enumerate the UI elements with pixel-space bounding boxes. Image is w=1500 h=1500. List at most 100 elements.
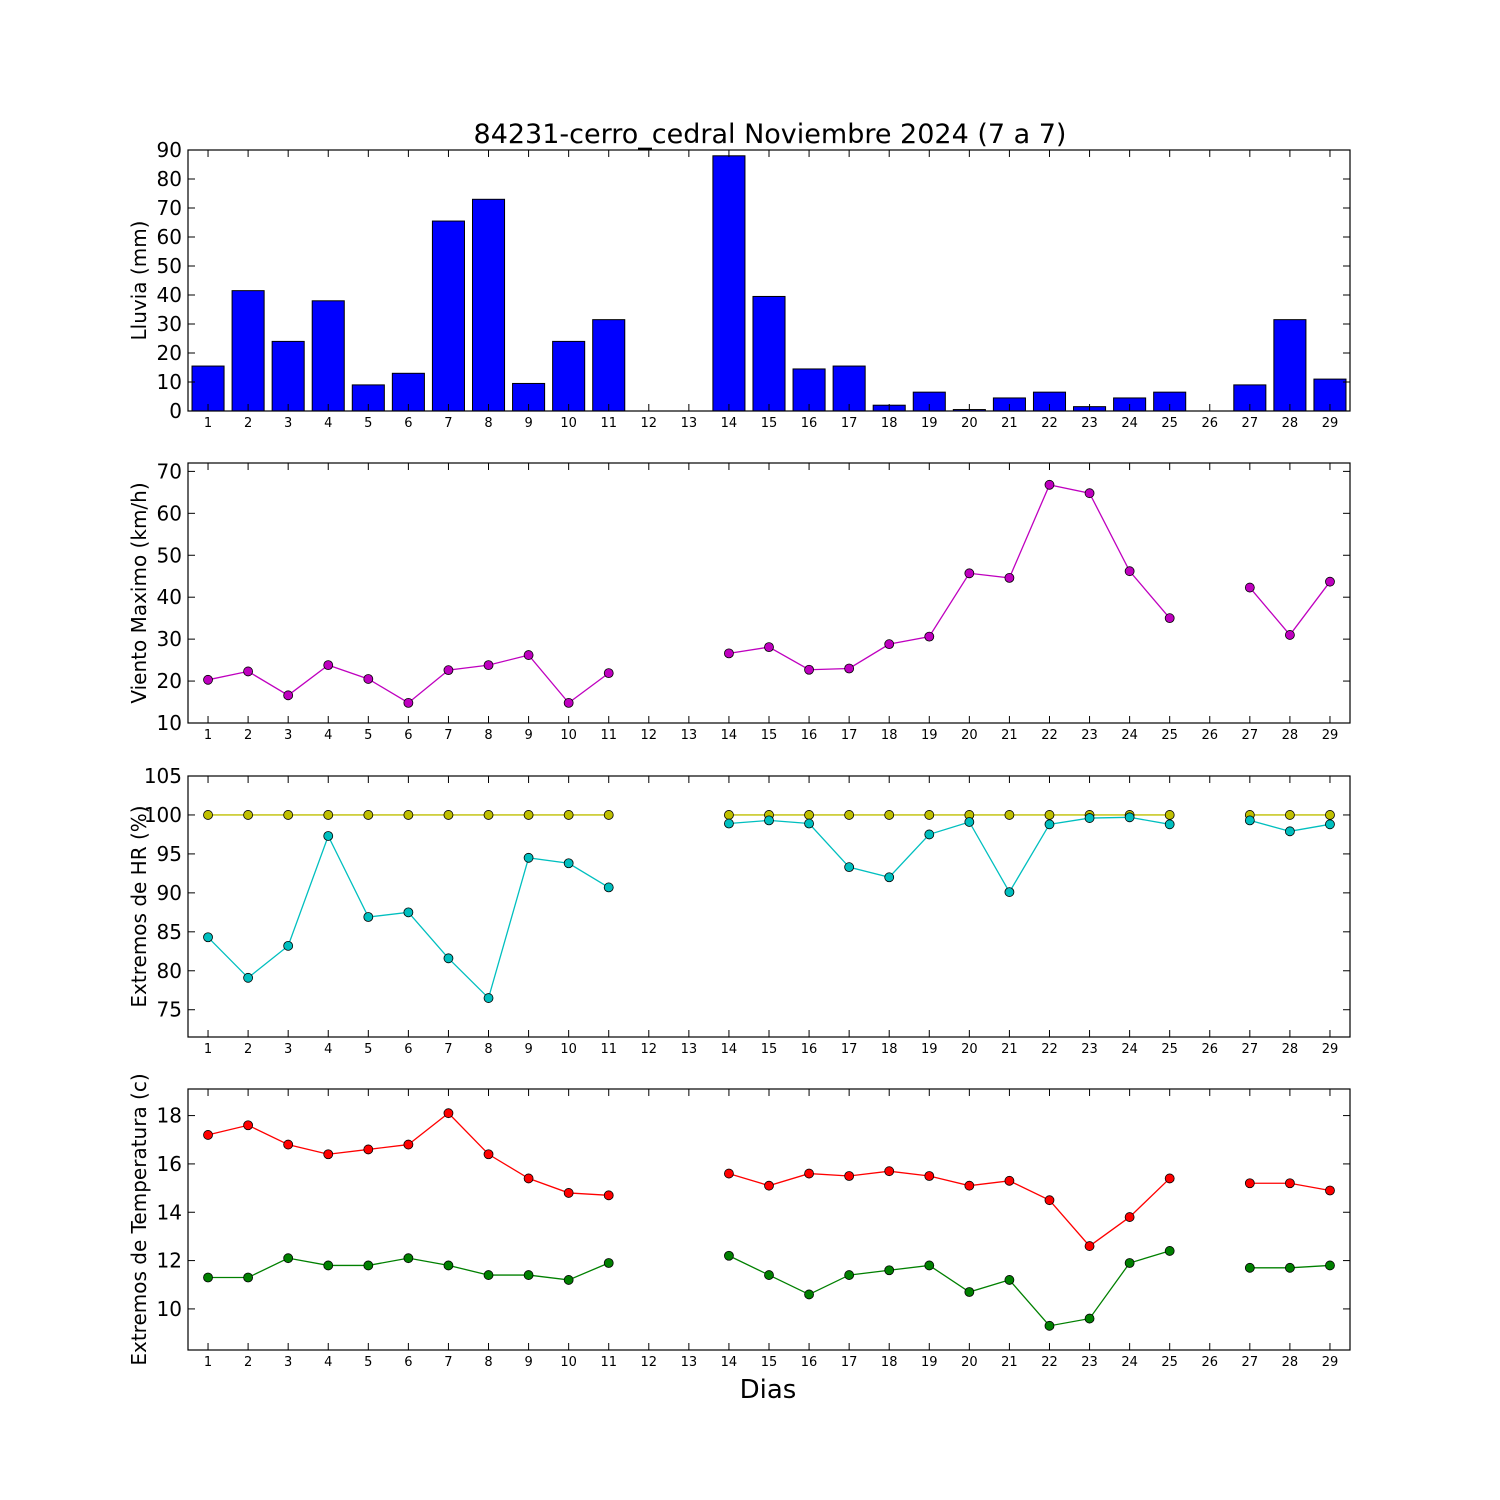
series-1-point-day-22 (1044, 479, 1055, 490)
series-2-point-day-7 (443, 1260, 454, 1271)
x-tick-label: 24 (1121, 728, 1138, 743)
x-tick-label: 5 (364, 416, 372, 431)
series-2-point-day-19 (924, 829, 935, 840)
series-1-point-day-21 (1004, 573, 1015, 583)
series-2-point-day-22 (1044, 1320, 1055, 1331)
x-tick-label: 19 (921, 416, 938, 431)
x-tick-label: 20 (961, 728, 978, 743)
y-tick-label: 40 (157, 585, 182, 609)
series-1-point-day-7 (443, 1108, 454, 1119)
x-tick-label: 15 (761, 1042, 778, 1057)
series-1-point-day-14 (724, 1168, 734, 1179)
y-tick-label: 14 (157, 1200, 182, 1224)
y-axis-label-viento-maximo-km-h: Viento Maximo (km/h) (127, 482, 151, 703)
x-tick-label: 5 (364, 1355, 372, 1370)
series-1-point-day-7 (443, 665, 454, 676)
series-1-point-day-11 (603, 810, 614, 820)
x-axis-label: Dias (740, 1375, 797, 1405)
series-1-point-day-1 (203, 1130, 213, 1140)
series-2-point-day-11 (603, 882, 614, 893)
x-tick-label: 5 (364, 1042, 372, 1057)
x-tick-label: 25 (1161, 416, 1178, 431)
series-2-point-day-1 (203, 932, 213, 943)
series-2-point-day-20 (964, 1287, 975, 1297)
series-2-point-day-28 (1285, 826, 1295, 837)
x-tick-label: 25 (1161, 1042, 1178, 1057)
x-tick-label: 16 (801, 1042, 818, 1057)
series-2-point-day-7 (443, 953, 454, 964)
x-tick-label: 19 (921, 1355, 938, 1370)
y-tick-label: 70 (157, 459, 182, 483)
series-1-point-day-20 (964, 568, 975, 579)
series-1-line (728, 484, 1171, 671)
x-tick-label: 14 (721, 1355, 738, 1370)
y-tick-label: 20 (157, 669, 182, 693)
x-tick-label: 17 (841, 728, 858, 743)
x-tick-label: 18 (881, 416, 898, 431)
series-1-point-day-18 (884, 1166, 895, 1177)
x-tick-label: 26 (1201, 1355, 1218, 1370)
x-tick-label: 10 (560, 1355, 577, 1370)
x-tick-label: 29 (1322, 416, 1339, 431)
series-2-point-day-23 (1084, 1313, 1095, 1324)
series-1-point-day-10 (563, 810, 574, 820)
series-1-point-day-1 (203, 810, 213, 820)
x-tick-label: 27 (1242, 416, 1259, 431)
series-1-point-day-25 (1164, 810, 1175, 820)
x-tick-label: 6 (404, 416, 412, 431)
series-1-point-day-17 (844, 663, 855, 674)
series-1-point-day-18 (884, 639, 895, 650)
x-tick-label: 14 (721, 728, 738, 743)
y-tick-label: 75 (157, 998, 182, 1022)
series-1-point-day-15 (764, 642, 774, 652)
x-tick-label: 16 (801, 416, 818, 431)
series-2-point-day-17 (844, 862, 855, 873)
y-tick-label: 10 (157, 370, 182, 394)
series-1-point-day-1 (203, 674, 213, 685)
x-tick-label: 16 (801, 728, 818, 743)
series-2-line (728, 816, 1170, 894)
x-tick-label: 9 (524, 1042, 532, 1057)
series-1-point-day-15 (764, 1180, 774, 1191)
bar-day-16 (792, 368, 826, 412)
series-1-point-day-6 (403, 697, 414, 708)
bar-day-1 (191, 365, 225, 412)
x-tick-label: 29 (1322, 1355, 1339, 1370)
series-1-point-day-28 (1285, 810, 1295, 820)
x-tick-label: 11 (600, 1042, 617, 1057)
series-1-point-day-3 (283, 690, 294, 701)
series-2-point-day-16 (804, 1289, 814, 1300)
bar-day-2 (231, 290, 265, 412)
x-tick-label: 4 (324, 728, 332, 743)
y-tick-label: 85 (157, 920, 182, 944)
y-tick-label: 60 (157, 501, 182, 525)
series-2-point-day-10 (563, 858, 574, 869)
x-tick-label: 6 (404, 1042, 412, 1057)
x-tick-label: 27 (1242, 1355, 1259, 1370)
x-tick-label: 11 (600, 1355, 617, 1370)
x-tick-label: 9 (524, 416, 532, 431)
series-1-point-day-27 (1244, 582, 1255, 593)
x-tick-label: 22 (1041, 1042, 1058, 1057)
x-tick-label: 12 (641, 728, 658, 743)
series-1-point-day-25 (1164, 1173, 1175, 1184)
series-1-point-day-4 (323, 1149, 334, 1160)
x-tick-label: 1 (204, 1042, 212, 1057)
bar-day-4 (311, 300, 345, 412)
x-tick-label: 28 (1282, 1355, 1299, 1370)
bar-day-7 (431, 220, 465, 412)
y-tick-label: 12 (157, 1249, 182, 1273)
x-tick-label: 13 (681, 416, 698, 431)
y-tick-label: 10 (157, 711, 182, 735)
x-tick-label: 4 (324, 416, 332, 431)
series-1-point-day-28 (1285, 1178, 1295, 1189)
y-axis-label-extremos-de-hr: Extremos de HR (%) (127, 805, 151, 1007)
bar-day-14 (712, 155, 746, 412)
x-tick-label: 20 (961, 416, 978, 431)
x-tick-label: 21 (1001, 728, 1018, 743)
series-2-point-day-6 (403, 1253, 414, 1264)
x-tick-label: 10 (560, 416, 577, 431)
y-tick-label: 80 (157, 959, 182, 983)
